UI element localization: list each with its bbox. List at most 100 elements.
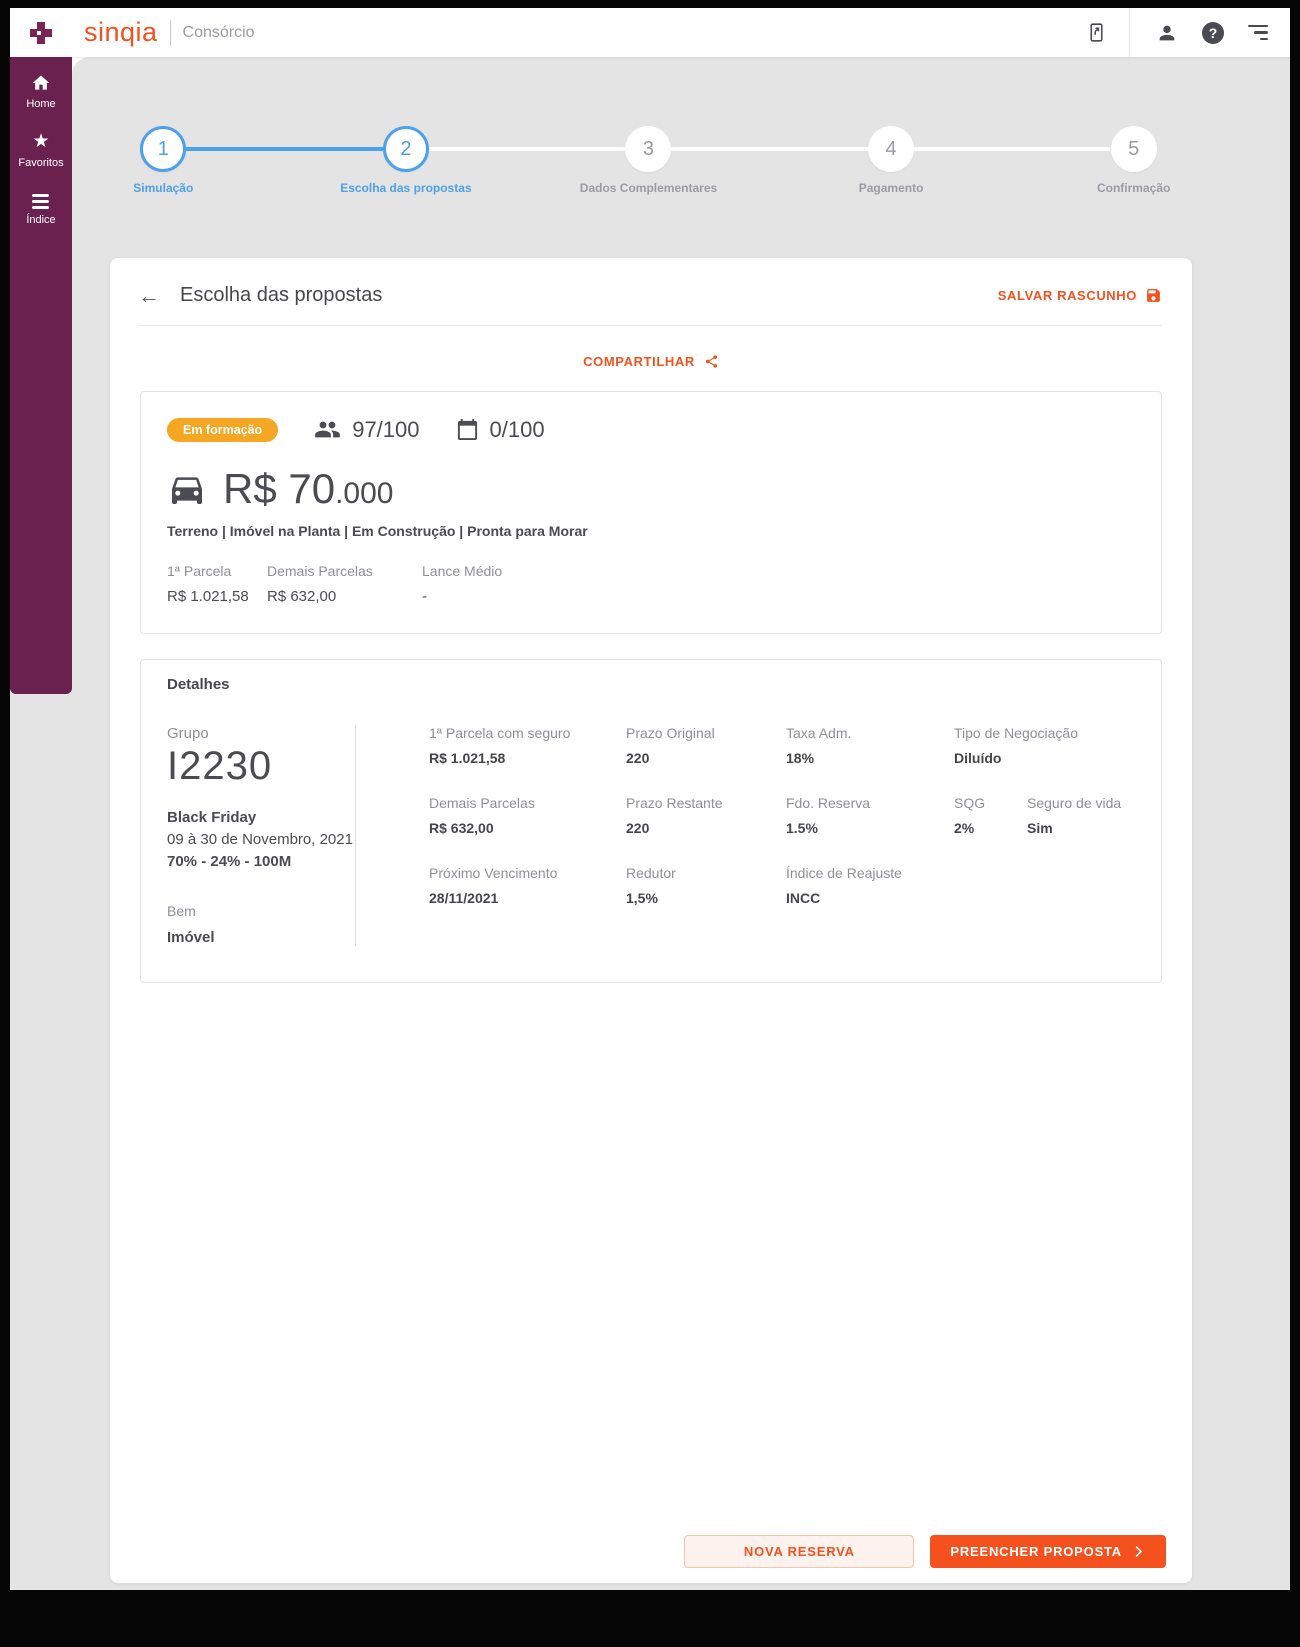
share-button[interactable]: COMPARTILHAR	[110, 354, 1192, 369]
step-label: Dados Complementares	[579, 181, 718, 195]
user-profile-icon[interactable]	[1156, 22, 1178, 44]
asset-label: Bem	[167, 903, 196, 919]
step-label: Pagamento	[858, 181, 924, 195]
sidebar-item-label: Índice	[26, 213, 56, 226]
step-pagamento[interactable]: 4 Pagamento	[770, 126, 1013, 195]
people-icon	[314, 416, 341, 443]
credit-amount-decimals: .000	[335, 477, 394, 510]
step-circle[interactable]: 1	[140, 126, 187, 172]
status-badge: Em formação	[167, 417, 279, 442]
details-grid: Grupo I2230 Black Friday 09 à 30 de Nove…	[167, 725, 1135, 946]
mobile-share-icon[interactable]	[1086, 22, 1107, 43]
details-row: Próximo Vencimento 28/11/2021 Redutor 1,…	[429, 865, 1135, 906]
campaign-terms: 70% - 24% - 100M	[167, 853, 292, 870]
summary-col-other-installments: Demais Parcelas R$ 632,00	[267, 563, 422, 605]
sinqia-logo[interactable]	[10, 20, 72, 46]
list-icon	[32, 191, 50, 209]
participants-value: 97/100	[352, 416, 420, 442]
top-bar-divider	[1129, 8, 1130, 57]
share-label: COMPARTILHAR	[583, 354, 695, 369]
stepper-connector-1-2	[186, 147, 383, 151]
top-bar: sinqia Consórcio ?	[10, 8, 1290, 57]
top-bar-actions: ?	[1086, 8, 1290, 57]
stepper-connector-4-5	[913, 147, 1110, 151]
summary-label: 1ª Parcela	[167, 563, 232, 579]
step-label: Simulação	[133, 181, 194, 195]
summary-label: Demais Parcelas	[267, 563, 373, 579]
quota-stat: 0/100	[456, 417, 545, 443]
sinqia-cross-icon	[28, 20, 54, 46]
page-title: Escolha das propostas	[180, 284, 383, 306]
save-draft-button[interactable]: SALVAR RASCUNHO	[998, 287, 1162, 304]
stepper-connector-2-3	[428, 147, 625, 151]
step-circle[interactable]: 2	[382, 126, 429, 172]
participants-stat: 97/100	[314, 416, 420, 443]
step-label: Confirmação	[1096, 181, 1171, 195]
sidebar-item-home[interactable]: Home	[26, 73, 56, 110]
save-draft-label: SALVAR RASCUNHO	[997, 288, 1137, 303]
group-label: Grupo	[167, 725, 209, 742]
header-divider	[138, 325, 1162, 326]
stepper: 1 Simulação 2 Escolha das propostas 3 Da…	[42, 126, 1255, 195]
help-icon[interactable]: ?	[1202, 21, 1224, 44]
stepper-connector-3-4	[671, 147, 868, 151]
main-card: ← Escolha das propostas SALVAR RASCUNHO …	[110, 258, 1192, 1583]
field-reserve-fund: Fdo. Reserva 1.5%	[786, 795, 871, 836]
field-sqg-and-life-insurance: SQG 2% Seguro de vida Sim	[954, 795, 1135, 836]
step-circle[interactable]: 4	[868, 126, 915, 172]
summary-value: -	[422, 588, 427, 605]
credit-amount-row: R$ 70 .000	[167, 465, 1135, 513]
sidebar: Home ★ Favoritos Índice	[10, 57, 72, 694]
sidebar-item-label: Favoritos	[18, 157, 64, 169]
help-question-glyph: ?	[1202, 21, 1224, 44]
field-readjustment-index: Índice de Reajuste INCC	[786, 865, 902, 906]
star-icon: ★	[32, 131, 50, 152]
chevron-right-icon	[1131, 1544, 1146, 1559]
summary-col-average-bid: Lance Médio -	[422, 563, 502, 605]
proposal-status-row: Em formação 97/100	[167, 416, 1135, 443]
details-row: Demais Parcelas R$ 632,00 Prazo Restante…	[429, 795, 1135, 836]
app-window: sinqia Consórcio ?	[10, 8, 1290, 1590]
share-icon	[704, 354, 719, 369]
step-escolha-das-propostas[interactable]: 2 Escolha das propostas	[285, 126, 528, 195]
step-dados-complementares[interactable]: 3 Dados Complementares	[527, 126, 770, 195]
menu-icon[interactable]	[1248, 24, 1268, 41]
field-remaining-term: Prazo Restante 220	[626, 795, 723, 836]
step-circle[interactable]: 5	[1110, 126, 1157, 172]
card-header: ← Escolha das propostas SALVAR RASCUNHO	[110, 258, 1192, 307]
details-title: Detalhes	[167, 676, 230, 693]
group-value: I2230	[167, 744, 273, 788]
summary-label: Lance Médio	[422, 563, 503, 579]
sidebar-item-indice[interactable]: Índice	[26, 191, 56, 226]
back-icon[interactable]: ←	[138, 282, 160, 308]
sidebar-item-favoritos[interactable]: ★ Favoritos	[18, 131, 64, 170]
field-admin-fee: Taxa Adm. 18%	[786, 725, 852, 766]
fill-proposal-label: PREENCHER PROPOSTA	[950, 1544, 1122, 1559]
details-row: 1ª Parcela com seguro R$ 1.021,58 Prazo …	[429, 725, 1135, 766]
step-circle[interactable]: 3	[625, 126, 672, 172]
calendar-icon	[456, 418, 479, 441]
proposal-summary-card: Em formação 97/100	[140, 391, 1162, 634]
new-reservation-button[interactable]: NOVA RESERVA	[684, 1535, 915, 1568]
summary-value: R$ 632,00	[267, 588, 337, 605]
field-other-installments: Demais Parcelas R$ 632,00	[429, 795, 535, 836]
quota-value: 0/100	[489, 416, 545, 442]
asset-categories: Terreno | Imóvel na Planta | Em Construç…	[167, 523, 588, 539]
field-sqg: SQG 2%	[954, 795, 986, 836]
step-label: Escolha das propostas	[340, 181, 472, 195]
fill-proposal-button[interactable]: PREENCHER PROPOSTA	[930, 1535, 1166, 1568]
header-corner-fillet	[72, 57, 90, 75]
asset-value: Imóvel	[167, 929, 215, 946]
summary-columns: 1ª Parcela R$ 1.021,58 Demais Parcelas R…	[167, 563, 1135, 605]
details-card: Detalhes Grupo I2230 Black Friday 09 à 3…	[140, 659, 1162, 983]
step-simulacao[interactable]: 1 Simulação	[42, 126, 285, 195]
campaign-period: 09 à 30 de Novembro, 2021	[167, 831, 353, 848]
campaign-info: Black Friday 09 à 30 de Novembro, 2021 7…	[167, 807, 355, 873]
field-negotiation-type: Tipo de Negociação Diluído	[954, 725, 1079, 766]
sidebar-item-label: Home	[26, 98, 56, 110]
step-confirmacao[interactable]: 5 Confirmação	[1012, 126, 1255, 195]
summary-col-first-installment: 1ª Parcela R$ 1.021,58	[167, 563, 267, 605]
brand-divider	[169, 19, 171, 46]
field-original-term: Prazo Original 220	[626, 725, 715, 766]
